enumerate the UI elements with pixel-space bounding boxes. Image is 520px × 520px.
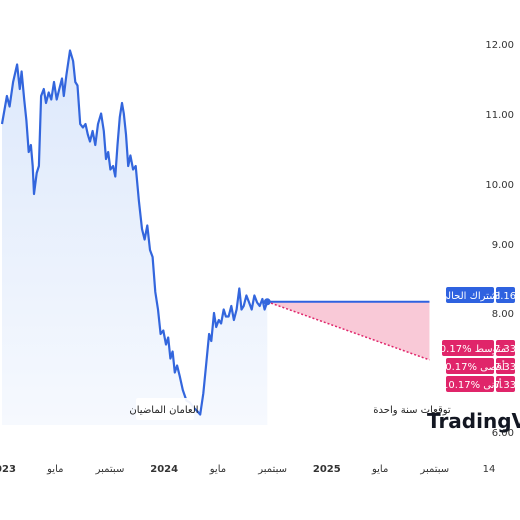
current-price-label: اشتراك الحالي — [440, 291, 501, 302]
x-tick-label: 2025 — [313, 464, 341, 475]
y-tick-label: 12.00 — [485, 40, 514, 51]
x-axis: 2023 مايو سبتمبر 2024 مايو سبتمبر 2025 مايو سبتم… — [0, 464, 495, 475]
forecast-high-label: -10.17% أقصى — [435, 360, 505, 373]
x-tick-label: 2023 — [0, 464, 16, 475]
past-period-text: العامان الماضيان — [129, 405, 198, 416]
tradingview-logo: TradingView — [427, 409, 520, 433]
x-tick-label: مايو — [209, 464, 226, 475]
x-tick-label: مايو — [46, 464, 63, 475]
x-tick-label: سبتمبر — [95, 464, 125, 475]
x-tick-label: مايو — [371, 464, 388, 475]
y-tick-label: 11.00 — [485, 110, 514, 121]
last-price-point — [263, 298, 271, 306]
forecast-average-badge: -10.17% متوسط 7.33 — [430, 340, 516, 356]
current-price-badge: اشتراك الحالي 8.16 — [440, 287, 516, 303]
forecast-average-value: 7.33 — [494, 344, 516, 355]
price-line — [0, 49, 271, 416]
forecast-low-value: 7.33 — [494, 380, 516, 391]
y-tick-label: 6.00 — [492, 428, 514, 439]
price-line-path — [0, 49, 269, 416]
x-tick-label: 14 — [483, 464, 496, 475]
x-tick-label: 2024 — [150, 464, 178, 475]
y-tick-label: 8.00 — [492, 309, 514, 320]
y-tick-label: 9.00 — [492, 240, 514, 251]
x-tick-label: سبتمبر — [257, 464, 287, 475]
current-price-value: 8.16 — [494, 291, 516, 302]
price-area-fill — [2, 50, 268, 425]
forecast-low-badge: -10.17% أدنى 7.33 — [438, 376, 516, 392]
forecast-fill — [267, 301, 430, 360]
forecast-high-value: 7.33 — [494, 362, 516, 373]
past-period-label: العامان الماضيان — [129, 398, 199, 420]
y-axis: 12.00 11.00 10.00 9.00 8.00 6.00 — [485, 40, 514, 439]
forecast-average-label: -10.17% متوسط — [430, 344, 506, 355]
forecast-area — [267, 300, 430, 361]
y-tick-label: 10.00 — [485, 180, 514, 191]
forecast-high-badge: -10.17% أقصى 7.33 — [435, 358, 516, 374]
future-period-text: توقعات سنة واحدة — [373, 405, 451, 416]
logo-text: TradingView — [427, 409, 520, 433]
forecast-average-line — [267, 301, 430, 361]
x-tick-label: سبتمبر — [419, 464, 449, 475]
price-area — [2, 50, 268, 425]
future-period-label: توقعات سنة واحدة — [373, 398, 451, 420]
forecast-low-label: -10.17% أدنى — [438, 378, 501, 391]
